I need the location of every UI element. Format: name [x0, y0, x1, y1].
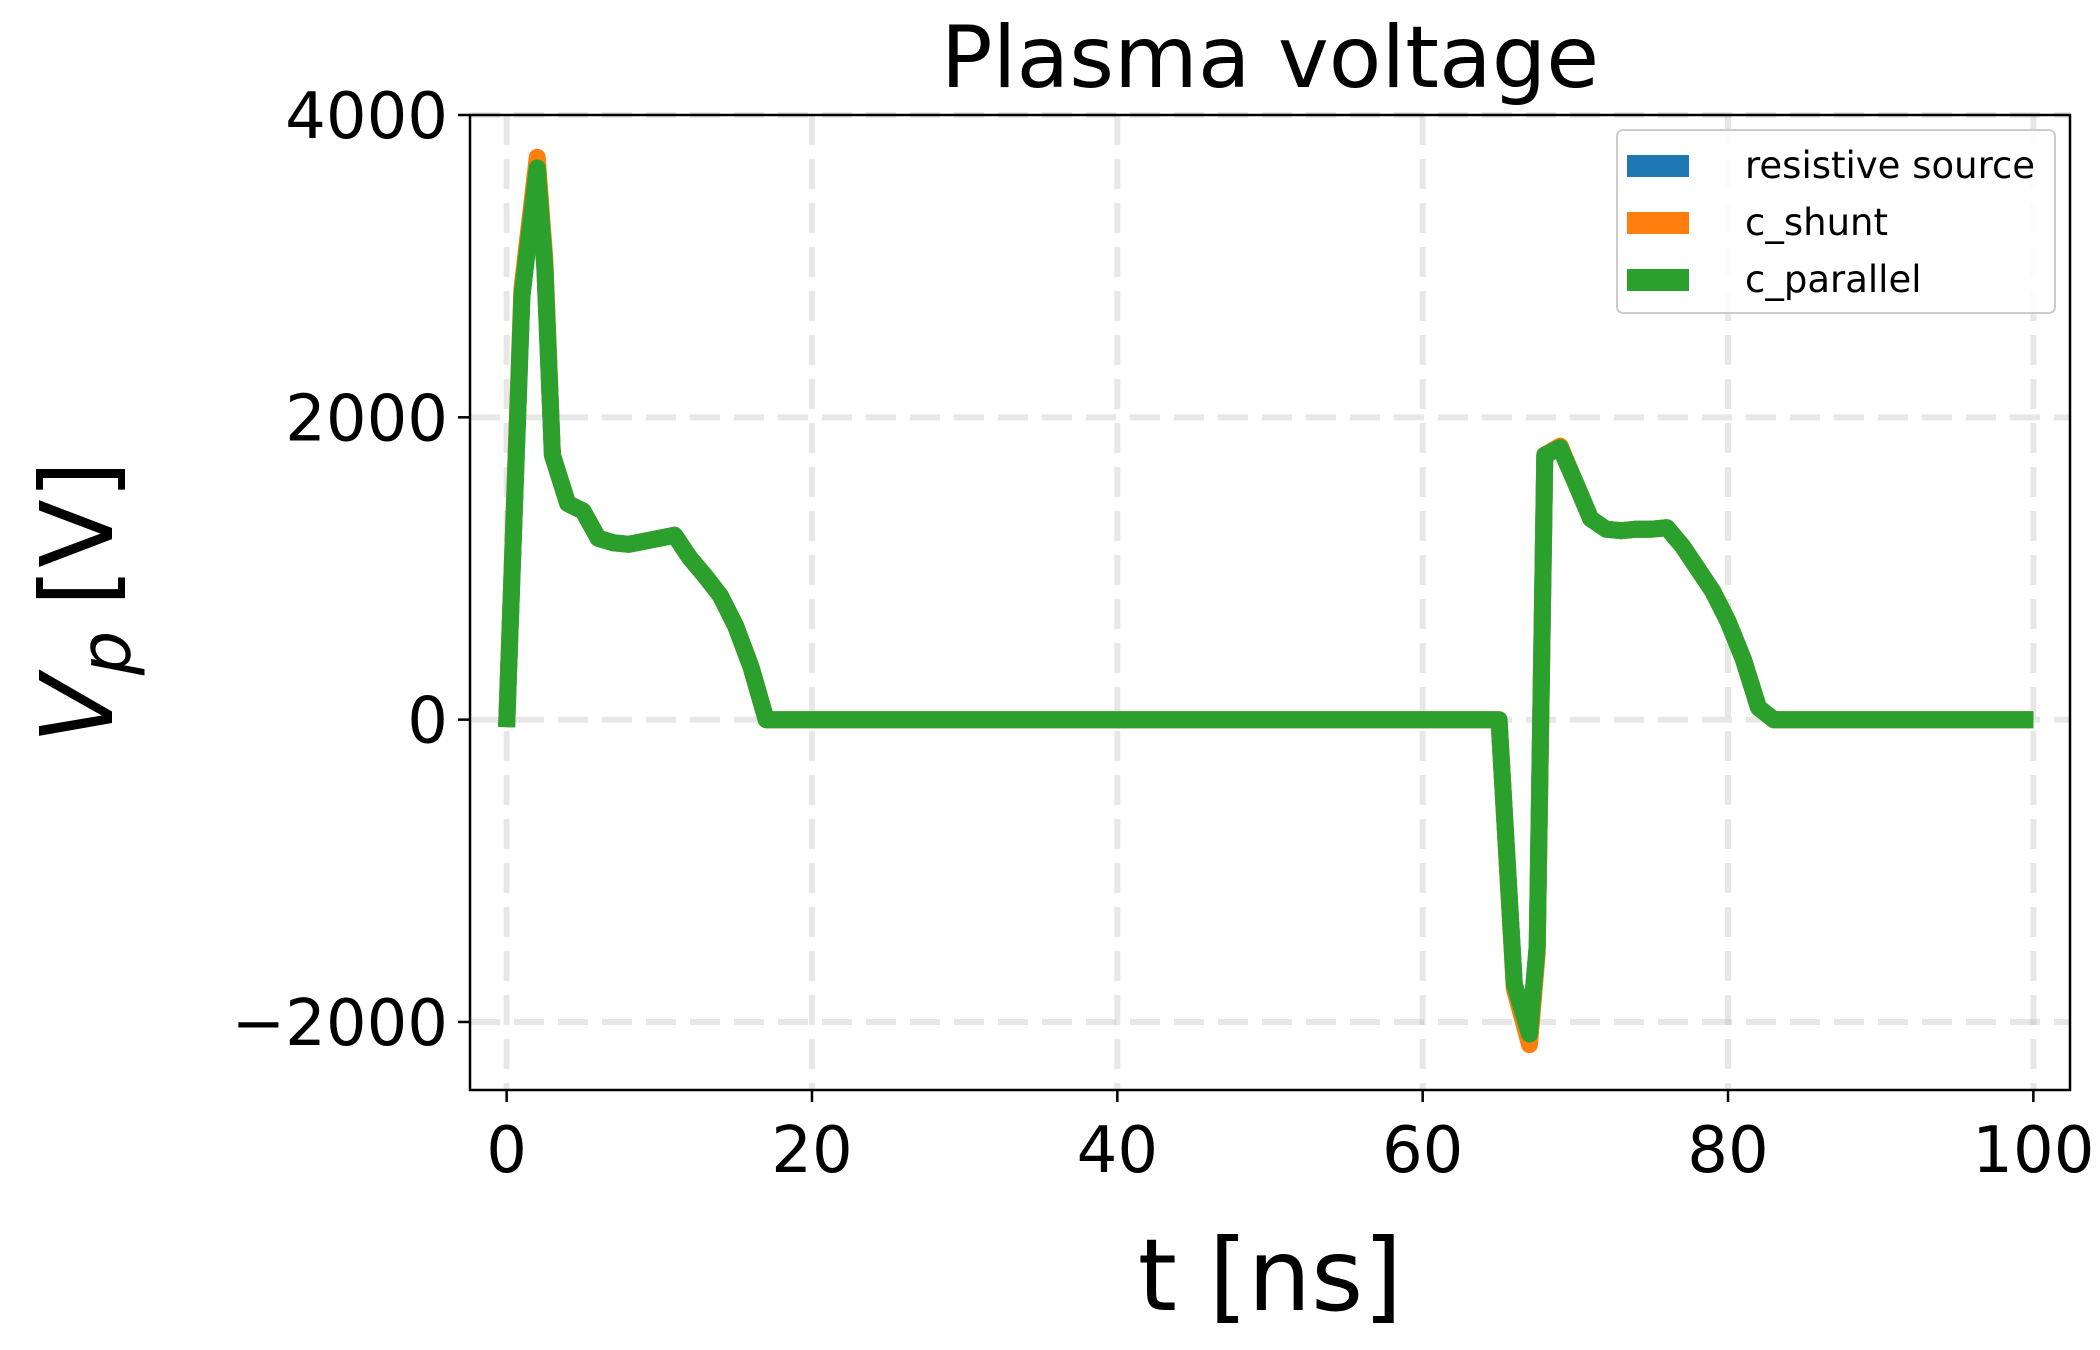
y-tick-label: −2000 [232, 987, 449, 1061]
y-axis-label-sub: p [65, 631, 147, 676]
y-tick-label: 4000 [285, 80, 448, 154]
legend: resistive source c_shunt c_parallel [1616, 129, 2056, 314]
x-tick-label: 100 [1972, 1114, 2094, 1188]
x-tick-label: 60 [1382, 1114, 1463, 1188]
x-tick-label: 0 [486, 1114, 527, 1188]
x-axis-label: t [ns] [1138, 1217, 1403, 1334]
plot-frame [468, 113, 2072, 1092]
legend-label: c_shunt [1745, 201, 1888, 244]
chart-title: Plasma voltage [941, 8, 1599, 108]
x-tick-label: 40 [1077, 1114, 1158, 1188]
series-lines [498, 148, 2034, 1054]
y-axis-label-unit: [V] [19, 460, 136, 606]
legend-label: c_parallel [1745, 258, 1922, 301]
legend-label: resistive source [1745, 144, 2035, 187]
y-tick-label: 2000 [285, 382, 448, 456]
legend-swatch [1627, 212, 1689, 234]
x-tick-label: 20 [771, 1114, 852, 1188]
y-axis: −2000 0 2000 4000 [232, 80, 470, 1061]
y-axis-label: Vp [V] [19, 460, 147, 743]
y-axis-label-main: V [19, 669, 136, 744]
legend-swatch [1627, 269, 1689, 291]
legend-box [1616, 129, 2056, 314]
x-axis: 0 20 40 60 80 100 [486, 1090, 2094, 1188]
x-tick-label: 80 [1687, 1114, 1768, 1188]
y-tick-label: 0 [407, 685, 448, 759]
legend-swatch [1627, 155, 1689, 177]
series-line-2 [498, 159, 2034, 1043]
